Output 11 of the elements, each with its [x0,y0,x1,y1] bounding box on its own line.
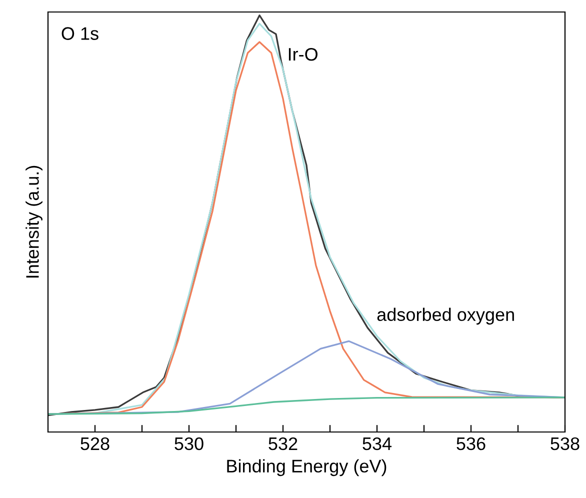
series-label: Ir-O [288,48,318,61]
x-tick-label: 532 [268,437,298,450]
series-label: adsorbed oxygen [377,308,514,325]
annotation: O 1s [62,27,98,40]
x-tick-label: 528 [80,437,110,450]
x-tick-label: 534 [362,437,392,450]
x-tick-label: 530 [174,437,204,450]
x-axis-title: Binding Energy (eV) [227,459,386,476]
x-tick-label: 538 [550,437,580,450]
y-axis-title: Intensity (a.u.) [26,166,42,278]
x-tick-label: 536 [456,437,486,450]
